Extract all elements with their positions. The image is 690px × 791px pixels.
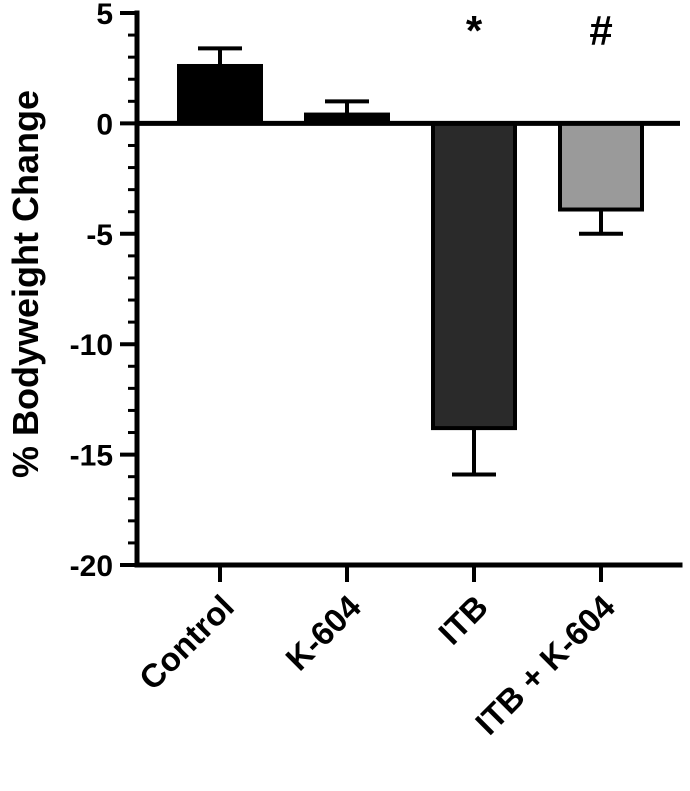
y-tick-label: -10 <box>70 329 113 362</box>
y-tick-label: -20 <box>70 550 113 583</box>
y-axis-title: % Bodyweight Change <box>5 90 46 478</box>
y-axis: 5 0 -5 -10 -15 -20 <box>70 0 140 583</box>
x-tick-label: K-604 <box>278 587 368 677</box>
significance-annotation: * <box>466 7 483 54</box>
y-tick-label: -15 <box>70 440 113 473</box>
y-tick-label: -5 <box>86 219 113 252</box>
y-tick-label: 5 <box>96 0 113 31</box>
bar <box>558 121 644 212</box>
bars: * # <box>137 7 680 477</box>
x-tick-label: ITB <box>431 588 495 652</box>
y-tick-label: 0 <box>96 108 113 141</box>
bar <box>431 121 517 431</box>
significance-annotation: # <box>589 7 612 54</box>
x-tick-label: Control <box>132 588 241 697</box>
bar <box>177 63 263 126</box>
